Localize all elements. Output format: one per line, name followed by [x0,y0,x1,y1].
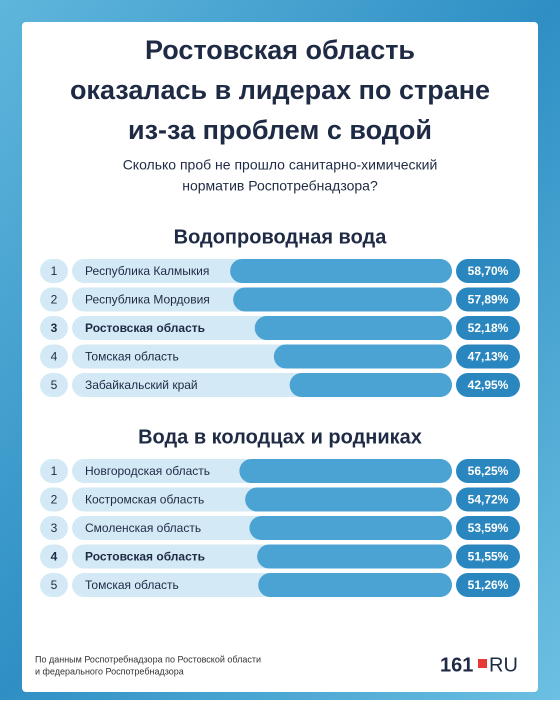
value-box [456,287,520,312]
rank: 4 [51,350,58,364]
category-label: Томская область [85,578,179,592]
rank-box [40,373,68,397]
category-label: Ростовская область [85,550,205,564]
rank-box [40,487,68,512]
bar [233,287,452,312]
category-label: Костромская область [85,493,204,507]
footer: и федерального Роспотребнадзора [35,666,184,676]
value-box [456,373,520,397]
value-label: 51,26% [468,578,509,592]
value-label: 57,89% [468,293,509,307]
rank: 3 [51,321,58,335]
footer: По данным Роспотребнадзора по Ростовской… [35,654,261,664]
rank-box [40,344,68,369]
category-label: Республика Калмыкия [85,264,209,278]
bar [257,544,452,569]
title: из-за проблем с водой [128,115,432,145]
value-label: 52,18% [468,321,509,335]
value-label: 53,59% [468,521,509,535]
subtitle: норматив Роспотребнадзора? [182,178,378,194]
value-label: 58,70% [468,264,509,278]
rank: 1 [51,464,58,478]
rank-box [40,544,68,569]
rank: 5 [51,378,58,392]
value-label: 54,72% [468,493,509,507]
bar [289,373,452,397]
category-label: Смоленская область [85,521,201,535]
value-box [456,459,520,483]
logo: RU [489,654,518,676]
value-box [456,573,520,597]
rank-box [40,573,68,597]
category-label: Забайкальский край [85,378,198,392]
value-box [456,259,520,283]
value-label: 42,95% [468,378,509,392]
rank-box [40,316,68,340]
bar [273,344,452,369]
category-label: Ростовская область [85,321,205,335]
value-label: 51,55% [468,550,509,564]
bar [230,259,452,283]
title: оказалась в лидерах по стране [70,75,490,105]
bar [245,487,452,512]
rank: 3 [51,521,58,535]
value-label: 47,13% [468,350,509,364]
bar [249,516,452,540]
rank-box [40,516,68,540]
category-label: Новгородская область [85,464,210,478]
bar [239,459,452,483]
value-box [456,516,520,540]
value-box [456,316,520,340]
value-box [456,344,520,369]
rank: 1 [51,264,58,278]
value-label: 56,25% [468,464,509,478]
category-label: Томская область [85,350,179,364]
rank: 2 [51,293,58,307]
rank: 4 [51,550,58,564]
rank-box [40,259,68,283]
bar [254,316,452,340]
category-label: Республика Мордовия [85,293,210,307]
logo: 161 [440,654,473,676]
rank: 2 [51,493,58,507]
logo-dot [478,659,487,668]
value-box [456,544,520,569]
rank-box [40,287,68,312]
rank: 5 [51,578,58,592]
section-title: Вода в колодцах и родниках [138,426,422,448]
rank-box [40,459,68,483]
subtitle: Сколько проб не прошло санитарно-химичес… [123,157,438,173]
title: Ростовская область [145,35,415,65]
section-title: Водопроводная вода [174,226,388,248]
bar [258,573,452,597]
value-box [456,487,520,512]
